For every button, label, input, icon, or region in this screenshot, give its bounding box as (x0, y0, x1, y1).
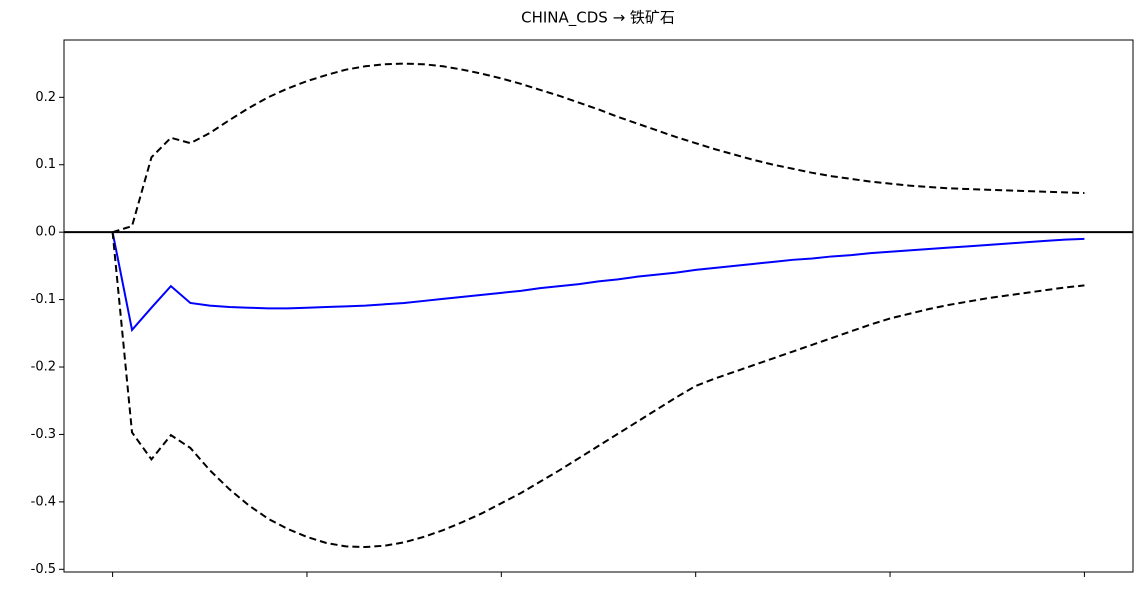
series-line (111, 232, 1085, 549)
series-line (112, 62, 1085, 234)
y-tick-label: -0.4 (31, 494, 56, 509)
y-tick-label: 0.0 (35, 225, 56, 240)
series-line (111, 231, 1085, 333)
y-tick-label: 0.1 (35, 157, 56, 172)
y-tick-label: -0.1 (31, 292, 56, 307)
y-tick-label: 0.2 (35, 90, 56, 105)
chart-title: CHINA_CDS → 铁矿石 (521, 9, 675, 28)
plot-frame (63, 39, 1134, 573)
y-tick-label: -0.3 (31, 427, 56, 442)
y-tick-label: -0.5 (31, 562, 56, 577)
y-tick-label: -0.2 (31, 360, 56, 375)
